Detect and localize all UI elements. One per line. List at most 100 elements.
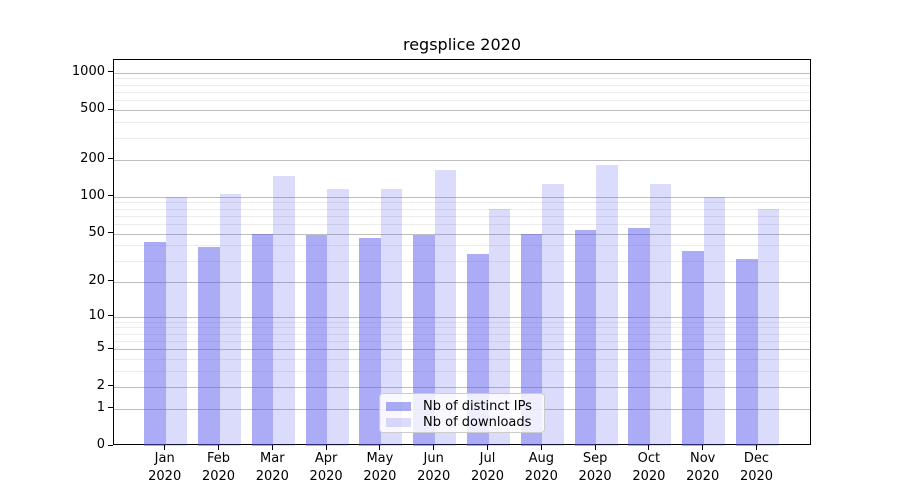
x-tick-year: 2020 [201,469,236,484]
legend-swatch-downloads [386,417,411,427]
x-tick-mark [271,445,273,450]
y-tick-label: 100 [80,187,105,203]
bar-downloads-may [380,189,403,446]
y-tick-mark [108,108,113,110]
y-tick-mark [108,280,113,281]
x-tick-month: Jul [479,451,496,466]
x-tick-year: 2020 [578,469,612,484]
x-tick-month: Sep [582,451,608,466]
x-tick-year: 2020 [309,469,343,484]
y-tick-mark [108,158,113,159]
x-tick-mark [648,445,650,450]
gridline-minor [114,208,810,210]
x-tick-year: 2020 [255,469,289,484]
bar-downloads-mar [273,175,295,446]
x-tick-month: Dec [743,451,770,466]
x-tick-mark [164,445,166,450]
x-tick-month: Jun [423,451,444,466]
x-tick-year: 2020 [739,469,774,484]
x-tick-label: Apr 2020 [294,450,358,486]
gridline-major [114,159,810,161]
x-tick-year: 2020 [470,469,505,484]
y-tick-label: 10 [88,307,105,323]
x-tick-year: 2020 [417,469,451,484]
gridline-minor [114,371,810,373]
gridline-major [114,110,810,112]
gridline-minor [114,92,810,93]
y-tick-label: 500 [80,101,105,117]
x-tick-mark [756,445,757,450]
y-tick-label: 200 [80,150,105,166]
gridline-major [114,281,810,283]
x-tick-mark [325,445,327,450]
gridline-minor [114,260,810,262]
gridline-minor [114,78,810,80]
gridline-minor [114,333,810,335]
bar-distinct-ips-sep [574,229,597,446]
bar-downloads-nov [703,196,726,446]
gridline-major [114,386,810,388]
legend: Nb of distinct IPs Nb of downloads [379,393,545,433]
x-tick-month: May [366,451,394,466]
x-tick-year: 2020 [524,469,558,484]
x-tick-label: Feb 2020 [187,450,251,486]
x-tick-label: May 2020 [348,450,412,486]
x-tick-month: Aug [528,451,554,466]
bar-downloads-apr [327,188,349,446]
gridline-minor [114,245,810,247]
legend-entry-downloads: Nb of downloads [386,414,544,430]
x-tick-label: Jun 2020 [402,450,466,486]
bar-distinct-ips-apr [305,234,328,446]
y-tick-mark [108,315,113,316]
x-tick-year: 2020 [148,469,182,484]
x-tick-label: Nov 2020 [671,450,735,486]
x-tick-mark [218,445,219,450]
y-tick-mark [108,232,113,234]
x-tick-label: Jul 2020 [456,450,520,486]
gridline-minor [114,215,810,217]
gridline-minor [114,202,810,204]
y-tick-label: 1000 [71,63,105,79]
bar-downloads-dec [757,208,779,446]
y-tick-mark [108,347,113,349]
x-tick-mark [540,445,542,450]
plot-area [113,59,811,446]
legend-label-distinct-ips: Nb of distinct IPs [423,398,532,414]
bar-distinct-ips-oct [628,227,650,446]
x-tick-label: Mar 2020 [240,450,304,486]
bar-distinct-ips-aug [520,233,543,446]
chart-title: regsplice 2020 [402,35,522,54]
x-tick-year: 2020 [632,469,666,484]
bar-distinct-ips-mar [251,233,274,446]
bar-distinct-ips-feb [198,246,220,446]
bar-downloads-oct [649,183,672,446]
y-tick-label: 20 [88,272,105,288]
x-tick-label: Jan 2020 [133,450,197,486]
gridline-major [114,233,810,235]
gridline-minor [114,137,810,139]
y-tick-label: 5 [96,340,105,356]
y-tick-label: 0 [96,437,105,452]
x-tick-month: Nov [690,451,716,466]
y-tick-label: 50 [88,224,105,240]
x-tick-label: Dec 2020 [725,450,789,486]
bar-downloads-feb [219,194,241,446]
x-tick-mark [594,445,596,450]
bar-downloads-jun [434,169,457,446]
y-tick-mark [108,71,113,73]
x-tick-month: Feb [206,451,231,466]
gridline-minor [114,321,810,323]
x-tick-month: Mar [260,451,285,466]
x-tick-label: Oct 2020 [617,450,681,486]
y-tick-mark [108,195,113,197]
y-tick-mark [108,444,113,446]
y-tick-label: 2 [96,377,105,393]
y-tick-label: 1 [96,399,105,415]
bar-distinct-ips-nov [682,250,704,446]
legend-entry-distinct-ips: Nb of distinct IPs [386,398,544,414]
x-tick-mark [379,445,381,450]
bar-distinct-ips-jan [144,241,166,446]
gridline-major [114,72,810,74]
bar-downloads-sep [596,165,618,446]
